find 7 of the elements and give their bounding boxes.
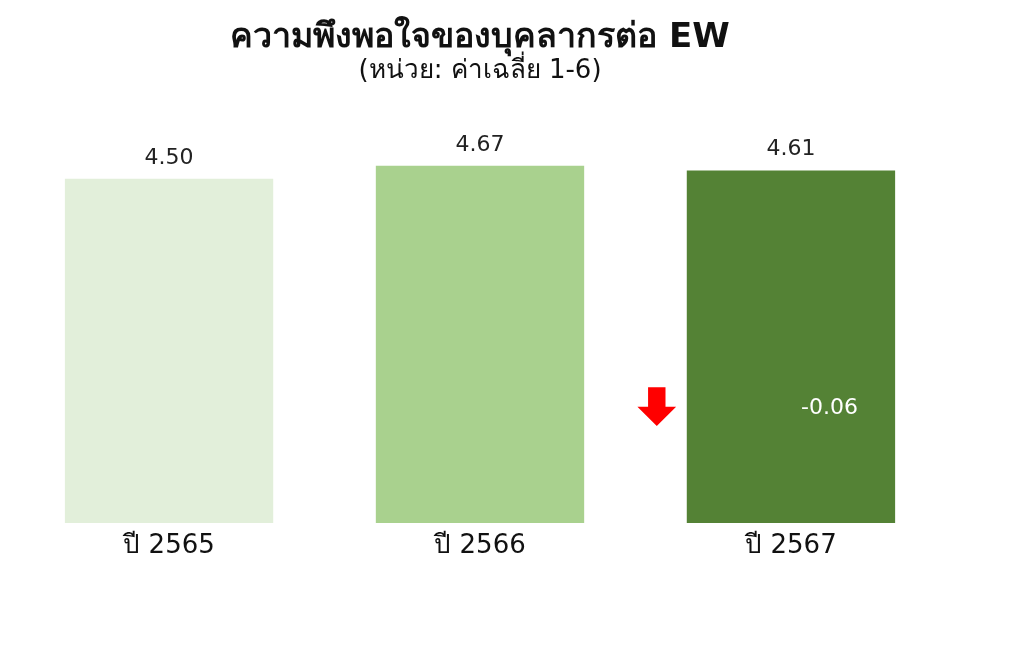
x-tick-label: ปี 2566	[433, 528, 526, 559]
x-tick-label: ปี 2565	[122, 528, 215, 559]
data-label: 4.67	[455, 130, 505, 156]
x-tick-label: ปี 2567	[744, 528, 837, 559]
data-label: 4.61	[766, 135, 816, 161]
annotation: -0.06	[800, 393, 858, 419]
data-label: 4.50	[144, 143, 194, 169]
